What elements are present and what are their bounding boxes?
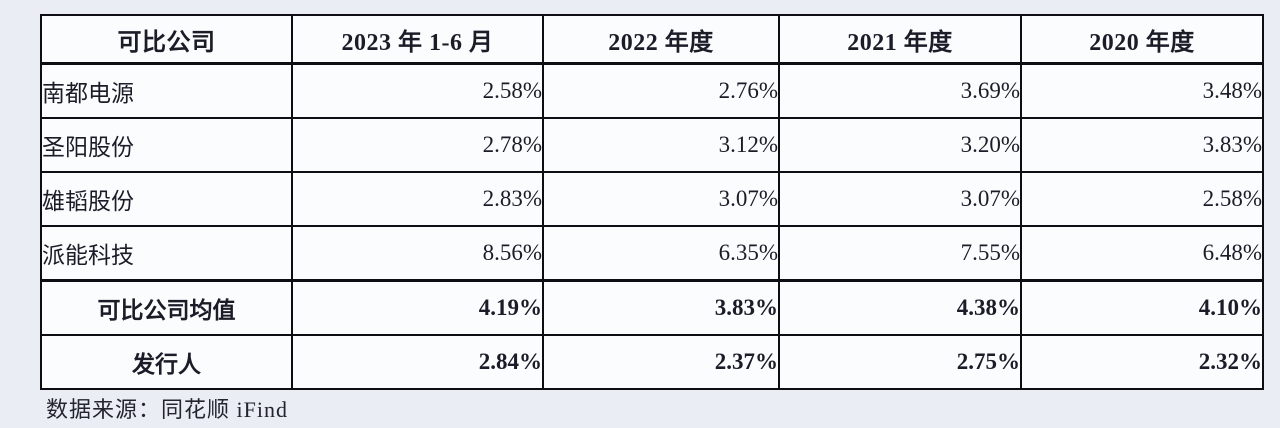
table-cell: 3.69% [778, 62, 1022, 119]
table-row-average: 可比公司均值 4.19% 3.83% 4.38% 4.10% [40, 279, 1264, 336]
table-cell: 8.56% [291, 225, 544, 282]
table-row: 雄韬股份 2.83% 3.07% 3.07% 2.58% [40, 171, 1264, 227]
comparable-companies-table: 可比公司 2023 年 1-6 月 2022 年度 2021 年度 2020 年… [40, 14, 1264, 390]
column-header-2021: 2021 年度 [778, 14, 1022, 65]
row-label: 雄韬股份 [40, 171, 293, 227]
column-header-2023h1: 2023 年 1-6 月 [291, 14, 544, 65]
column-header-2022: 2022 年度 [542, 14, 780, 65]
table-row: 派能科技 8.56% 6.35% 7.55% 6.48% [40, 225, 1264, 282]
table-cell: 2.37% [542, 334, 780, 390]
column-header-company: 可比公司 [40, 14, 293, 65]
table-row: 南都电源 2.58% 2.76% 3.69% 3.48% [40, 62, 1264, 119]
table-cell: 2.83% [291, 171, 544, 227]
table-cell: 3.83% [1020, 117, 1264, 173]
table-cell: 4.10% [1020, 279, 1264, 336]
data-source-note: 数据来源：同花顺 iFind [46, 397, 288, 422]
row-label: 发行人 [40, 334, 293, 390]
row-label: 南都电源 [40, 62, 293, 119]
table-row: 圣阳股份 2.78% 3.12% 3.20% 3.83% [40, 117, 1264, 173]
table-cell: 3.48% [1020, 62, 1264, 119]
table-cell: 2.84% [291, 334, 544, 390]
column-header-2020: 2020 年度 [1020, 14, 1264, 65]
table-row-issuer: 发行人 2.84% 2.37% 2.75% 2.32% [40, 334, 1264, 390]
table-cell: 3.07% [542, 171, 780, 227]
table-cell: 6.35% [542, 225, 780, 282]
table-cell: 2.32% [1020, 334, 1264, 390]
table-cell: 3.07% [778, 171, 1022, 227]
table-cell: 6.48% [1020, 225, 1264, 282]
table-cell: 2.58% [291, 62, 544, 119]
table-header-row: 可比公司 2023 年 1-6 月 2022 年度 2021 年度 2020 年… [40, 14, 1264, 65]
row-label: 圣阳股份 [40, 117, 293, 173]
table-cell: 2.78% [291, 117, 544, 173]
table-cell: 2.58% [1020, 171, 1264, 227]
table-cell: 2.76% [542, 62, 780, 119]
table-cell: 3.12% [542, 117, 780, 173]
table-cell: 4.19% [291, 279, 544, 336]
table-cell: 3.20% [778, 117, 1022, 173]
table-cell: 2.75% [778, 334, 1022, 390]
table-cell: 7.55% [778, 225, 1022, 282]
row-label: 可比公司均值 [40, 279, 293, 336]
row-label: 派能科技 [40, 225, 293, 282]
table-cell: 3.83% [542, 279, 780, 336]
table-cell: 4.38% [778, 279, 1022, 336]
